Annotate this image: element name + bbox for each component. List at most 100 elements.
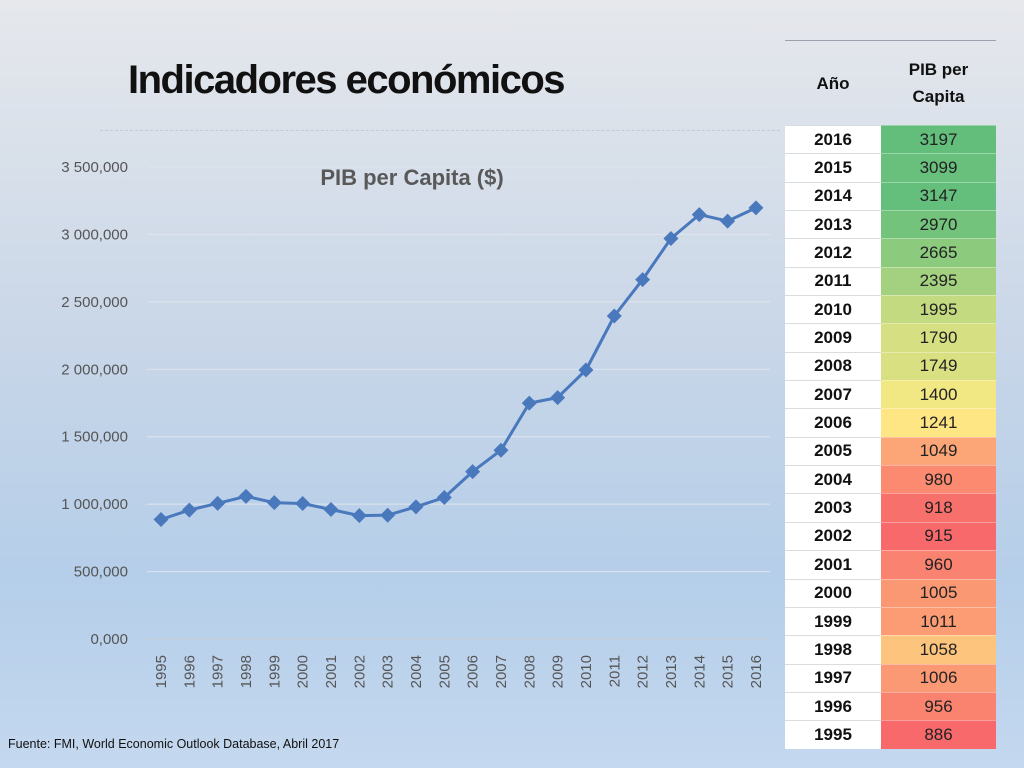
line-chart: 0,000 500,000 1 000,000 1 500,000 2 000,000 2… (61, 159, 770, 688)
table-cell-pib: 960 (881, 550, 996, 579)
data-point (295, 495, 311, 511)
y-tick-label: 1 500,000 (61, 429, 128, 446)
table-row: 1996 956 (785, 691, 996, 721)
data-point (408, 499, 424, 515)
table-cell-year: 1996 (785, 691, 881, 721)
table-cell-year: 1995 (785, 720, 881, 749)
y-tick-label: 3 500,000 (61, 159, 128, 176)
x-tick-label: 2004 (408, 655, 425, 688)
table-row: 2013 2970 (785, 210, 996, 239)
data-table: Año PIB per Capita 2016 3197 2015 3099 2014 3… (785, 40, 996, 749)
x-tick-label: 2016 (748, 655, 765, 688)
table-row: 2007 1400 (785, 380, 996, 409)
table-row: 2002 915 (785, 521, 996, 551)
data-point (323, 502, 339, 518)
table-row: 2015 3099 (785, 153, 996, 182)
y-tick-label: 2 000,000 (61, 361, 128, 378)
table-row: 1998 1058 (785, 635, 996, 664)
table-cell-year: 2002 (785, 521, 881, 551)
table-cell-pib: 1005 (881, 578, 996, 607)
table-cell-pib: 2395 (881, 266, 996, 296)
table-cell-year: 2003 (785, 493, 881, 522)
table-row: 2008 1749 (785, 351, 996, 381)
table-cell-pib: 2970 (881, 210, 996, 239)
data-point (606, 308, 622, 324)
table-cell-pib: 3099 (881, 153, 996, 182)
table-row: 2000 1005 (785, 578, 996, 607)
x-tick-label: 2012 (635, 655, 652, 688)
y-tick-label: 1 000,000 (61, 496, 128, 513)
table-cell-year: 2006 (785, 408, 881, 437)
x-tick-label: 2001 (323, 655, 340, 688)
series-line (160, 206, 757, 521)
y-tick-label: 0,000 (90, 631, 128, 648)
table-cell-year: 2011 (785, 266, 881, 296)
y-tick-label: 500,000 (74, 564, 128, 581)
x-tick-label: 2003 (380, 655, 397, 688)
table-cell-year: 2005 (785, 436, 881, 466)
x-tick-label: 2002 (351, 655, 368, 688)
x-tick-label: 1999 (266, 655, 283, 688)
y-axis-ticks: 0,000 500,000 1 000,000 1 500,000 2 000,000 2… (61, 159, 128, 648)
table-cell-pib: 1006 (881, 663, 996, 692)
x-tick-label: 2013 (663, 655, 680, 688)
data-point (493, 442, 509, 458)
table-cell-year: 2015 (785, 153, 881, 182)
table-cell-pib: 1790 (881, 323, 996, 352)
x-tick-label: 2000 (295, 655, 312, 688)
x-tick-label: 1997 (210, 655, 227, 688)
grid-lines (147, 166, 770, 640)
table-cell-pib: 3147 (881, 181, 996, 211)
table-cell-pib: 2665 (881, 238, 996, 267)
table-cell-year: 2016 (785, 125, 881, 154)
header-pib: PIB per Capita (908, 60, 969, 106)
table-cell-year: 2013 (785, 210, 881, 239)
table-row: 2003 918 (785, 493, 996, 522)
table-row: 2001 960 (785, 550, 996, 579)
data-point (578, 362, 594, 378)
table-cell-year: 2004 (785, 465, 881, 494)
title-divider (100, 130, 780, 131)
table-header: Año PIB per Capita (785, 41, 996, 125)
table-cell-year: 2010 (785, 295, 881, 324)
table-row: 2004 980 (785, 465, 996, 494)
data-point (153, 512, 169, 528)
table-cell-pib: 1995 (881, 295, 996, 324)
table-row: 2014 3147 (785, 181, 996, 211)
data-point (720, 213, 736, 229)
x-tick-label: 2015 (720, 655, 737, 688)
table-cell-year: 1997 (785, 663, 881, 692)
table-row: 1995 886 (785, 720, 996, 749)
table-cell-year: 2007 (785, 380, 881, 409)
x-tick-label: 1995 (153, 655, 170, 688)
table-row: 2009 1790 (785, 323, 996, 352)
data-point (663, 230, 679, 246)
data-point (550, 390, 566, 406)
table-row: 2012 2665 (785, 238, 996, 267)
series-pib-per-capita (153, 200, 764, 528)
table-cell-year: 1999 (785, 606, 881, 636)
table-row: 2006 1241 (785, 408, 996, 437)
table-cell-year: 2000 (785, 578, 881, 607)
x-tick-label: 1998 (238, 655, 255, 688)
x-tick-label: 2014 (691, 655, 708, 688)
x-tick-label: 1996 (181, 655, 198, 688)
table-cell-pib: 915 (881, 521, 996, 551)
x-axis-ticks: 1995 1996 1997 1998 1999 2000 2001 2002 2003 2004… (153, 655, 765, 688)
table-cell-pib: 956 (881, 691, 996, 721)
table-cell-year: 2012 (785, 238, 881, 267)
x-tick-label: 2011 (606, 655, 623, 687)
x-tick-label: 2009 (550, 655, 567, 688)
table-cell-pib: 918 (881, 493, 996, 522)
data-point (210, 495, 226, 511)
table-cell-pib: 980 (881, 465, 996, 494)
slide-title: Indicadores económicos (128, 58, 566, 102)
table-cell-pib: 1241 (881, 408, 996, 437)
x-tick-label: 2005 (436, 655, 453, 688)
data-point (351, 508, 367, 524)
table-row: 2011 2395 (785, 266, 996, 296)
data-point (380, 507, 396, 523)
table-cell-year: 1998 (785, 635, 881, 664)
data-point (465, 464, 481, 480)
table-row: 2010 1995 (785, 295, 996, 324)
